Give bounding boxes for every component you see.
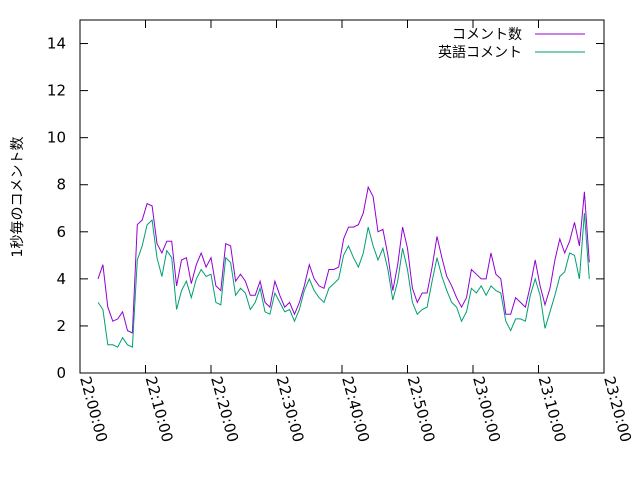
x-tick-label: 22:00:00 bbox=[76, 374, 111, 444]
x-tick-label: 22:20:00 bbox=[207, 374, 242, 444]
x-axis-ticks: 22:00:00 22:10:00 22:20:00 22:30:00 22:40:00… bbox=[76, 20, 635, 444]
y-axis-title: 1秒毎のコメント数 bbox=[10, 137, 26, 258]
x-tick-label: 23:20:00 bbox=[600, 374, 635, 444]
y-tick-label: 4 bbox=[56, 270, 66, 288]
y-tick-label: 0 bbox=[56, 364, 66, 382]
series-lines bbox=[97, 185, 590, 348]
y-tick-label: 10 bbox=[47, 129, 66, 147]
legend-label: コメント数 bbox=[452, 27, 522, 43]
y-tick-label: 12 bbox=[47, 82, 66, 100]
x-tick-label: 23:10:00 bbox=[535, 374, 570, 444]
x-tick-label: 22:50:00 bbox=[404, 374, 439, 444]
y-tick-label: 6 bbox=[56, 223, 66, 241]
x-tick-label: 22:40:00 bbox=[338, 374, 373, 444]
legend-label: 英語コメント bbox=[438, 44, 522, 61]
x-tick-label: 22:10:00 bbox=[142, 374, 177, 444]
y-tick-label: 2 bbox=[56, 317, 66, 335]
y-tick-label: 14 bbox=[47, 35, 66, 53]
x-tick-label: 22:30:00 bbox=[273, 374, 308, 444]
y-tick-label: 8 bbox=[56, 176, 66, 194]
x-tick-label: 23:00:00 bbox=[469, 374, 504, 444]
y-axis-ticks: 0 2 4 6 8 10 12 14 bbox=[47, 35, 604, 382]
series-line-1 bbox=[97, 185, 590, 334]
series-line-2 bbox=[97, 212, 590, 348]
